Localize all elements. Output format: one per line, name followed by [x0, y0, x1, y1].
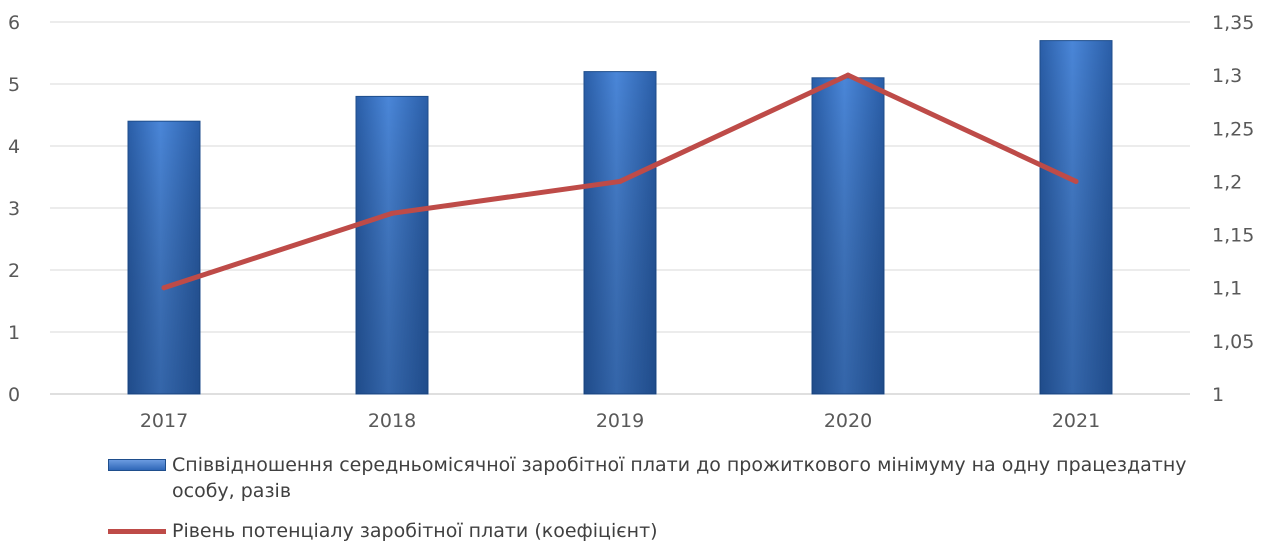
legend-item-line: Рівень потенціалу заробітної плати (коеф… — [108, 518, 1248, 544]
bar-shade — [584, 71, 656, 394]
y-right-tick-label: 1,35 — [1212, 12, 1254, 34]
y-left-tick-label: 2 — [8, 260, 20, 282]
y-left-tick-label: 6 — [8, 12, 20, 34]
bar-series — [127, 40, 1113, 395]
x-tick-label: 2021 — [1052, 410, 1100, 432]
y-right-tick-label: 1,25 — [1212, 118, 1254, 140]
line-point — [617, 178, 623, 184]
y-left-tick-label: 1 — [8, 322, 20, 344]
y-left-tick-label: 5 — [8, 74, 20, 96]
x-tick-label: 2020 — [824, 410, 872, 432]
line-series — [161, 72, 1079, 291]
x-tick-label: 2018 — [368, 410, 416, 432]
y-right-tick-label: 1,3 — [1212, 65, 1242, 87]
line-point — [845, 72, 851, 78]
line-point — [389, 210, 395, 216]
legend-label-line: Рівень потенціалу заробітної плати (коеф… — [172, 520, 658, 542]
bar-shade — [812, 77, 884, 395]
legend-bar-swatch — [108, 459, 166, 471]
bar-shade — [1040, 40, 1112, 394]
y-right-tick-label: 1,1 — [1212, 278, 1242, 300]
y-left-tick-label: 4 — [8, 136, 20, 158]
y-right-tick-label: 1,05 — [1212, 331, 1254, 353]
x-tick-label: 2017 — [140, 410, 188, 432]
line-point — [1073, 178, 1079, 184]
x-tick-label: 2019 — [596, 410, 644, 432]
bar-shade — [128, 121, 200, 394]
y-right-tick-label: 1 — [1212, 384, 1224, 406]
legend-line-swatch — [108, 529, 166, 534]
legend-label-bars: Співвідношення середньомісячної заробітн… — [172, 454, 1187, 502]
legend: Співвідношення середньомісячної заробітн… — [108, 452, 1248, 544]
line-point — [161, 285, 167, 291]
bar-shade — [356, 96, 428, 395]
y-right-tick-label: 1,2 — [1212, 171, 1242, 193]
legend-item-bars: Співвідношення середньомісячної заробітн… — [108, 452, 1248, 504]
y-right-tick-label: 1,15 — [1212, 225, 1254, 247]
y-left-tick-label: 3 — [8, 198, 20, 220]
y-left-tick-label: 0 — [8, 384, 20, 406]
axis-tick-labels: 0 1 2 3 4 5 6 1 1,05 1,1 1,15 1,2 1,25 1,3 1,35 2017 201… — [8, 12, 1254, 432]
